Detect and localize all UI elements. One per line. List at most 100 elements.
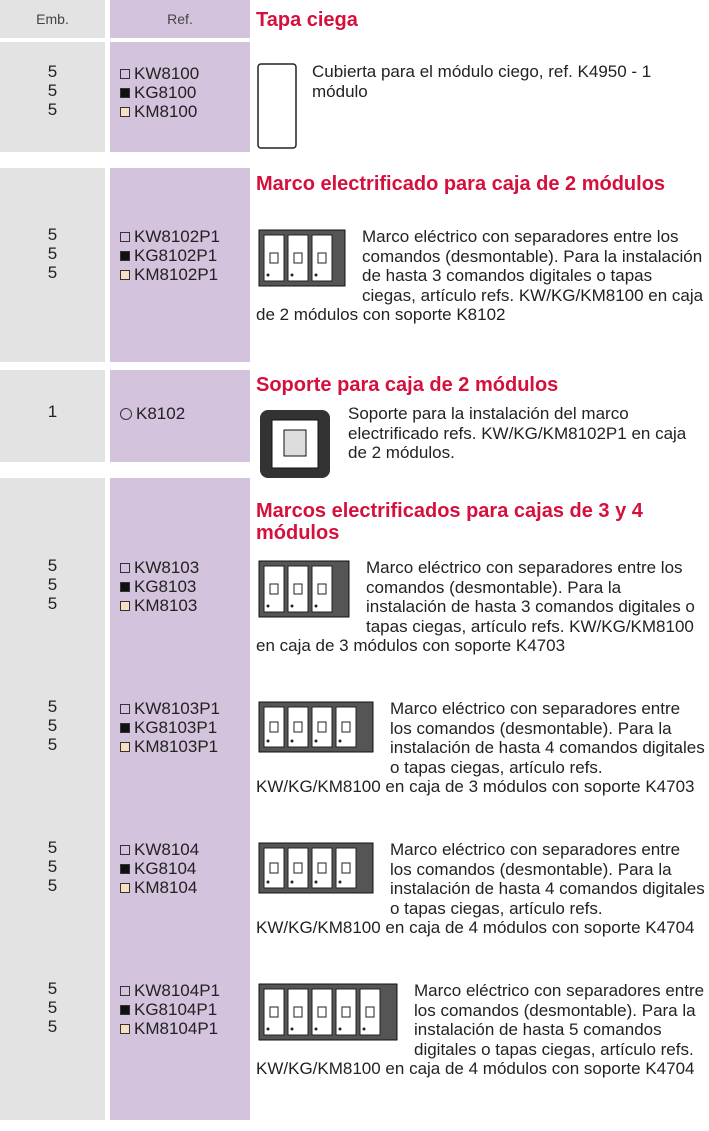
emb-column [0,168,105,362]
emb-column [0,370,105,462]
ref-row: KM8102P1 [120,265,250,284]
ref-row: KW8100 [120,64,250,83]
section-title: Marco electrificado para caja de 2 módul… [256,173,666,195]
ref-list: K8102 [120,404,250,423]
ref-row: KM8103 [120,596,250,615]
finish-marker [120,68,130,79]
ref-list: KW8102P1 KG8102P1 KM8102P1 [120,227,250,284]
description-text: Soporte para la instalación del marco el… [348,404,687,462]
ref-row: KM8103P1 [120,737,250,756]
description: Cubierta para el módulo ciego, ref. K495… [256,62,706,154]
finish-marker [120,87,130,98]
ref-header: Ref. [110,0,250,38]
finish-marker [120,269,130,280]
product-image [257,63,297,149]
emb-value: 5 [47,100,58,119]
ref-row: KW8104P1 [120,981,250,1000]
description: Marco eléctrico con separadores entre lo… [256,699,706,797]
ref-code: KG8102P1 [134,246,218,265]
finish-marker [120,581,130,592]
emb-value: 5 [47,716,58,735]
emb-value: 5 [47,857,58,876]
ref-code: KM8104P1 [134,1019,219,1038]
ref-code: KW8103 [134,558,200,577]
ref-code: KM8102P1 [134,265,219,284]
ref-list: KW8100 KG8100 KM8100 [120,64,250,121]
ref-row: KW8102P1 [120,227,250,246]
ref-column [110,42,250,152]
emb-value: 5 [47,838,58,857]
emb-value: 5 [47,62,58,81]
ref-code: K8102 [136,404,186,423]
emb-column [0,42,105,152]
ref-code: KW8104 [134,840,200,859]
ref-code: KG8104 [134,859,197,878]
ref-code: KW8104P1 [134,981,220,1000]
product-image [258,229,346,287]
emb-values: 1 [0,402,105,421]
description: Marco eléctrico con separadores entre lo… [256,227,706,325]
emb-value: 1 [47,402,58,421]
ref-column [110,370,250,462]
emb-value: 5 [47,81,58,100]
emb-value: 5 [47,575,58,594]
finish-marker [120,1023,130,1034]
ref-code: KW8103P1 [134,699,220,718]
description: Marco eléctrico con separadores entre lo… [256,558,706,656]
ref-code: KM8103P1 [134,737,219,756]
ref-column [110,168,250,362]
ref-column [110,478,250,1120]
ref-row: KG8102P1 [120,246,250,265]
description-text: Cubierta para el módulo ciego, ref. K495… [312,62,652,101]
ref-code: KG8103 [134,577,197,596]
finish-marker [120,741,130,752]
ref-row: KG8104 [120,859,250,878]
finish-marker [120,407,132,420]
product-image [258,842,374,894]
ref-row: KW8103P1 [120,699,250,718]
ref-row: KG8103P1 [120,718,250,737]
emb-header: Emb. [0,0,105,38]
ref-list: KW8104P1 KG8104P1 KM8104P1 [120,981,250,1038]
ref-code: KM8100 [134,102,198,121]
finish-marker [120,863,130,874]
section-title: Soporte para caja de 2 módulos [256,374,559,396]
emb-value: 5 [47,244,58,263]
emb-value: 5 [47,225,58,244]
ref-code: KG8103P1 [134,718,218,737]
emb-column [0,478,105,1120]
ref-list: KW8104 KG8104 KM8104 [120,840,250,897]
finish-marker [120,250,130,261]
ref-row: KG8104P1 [120,1000,250,1019]
finish-marker [120,1004,130,1015]
finish-marker [120,562,130,573]
ref-code: KW8100 [134,64,200,83]
emb-value: 5 [47,735,58,754]
ref-code: KG8104P1 [134,1000,218,1019]
finish-marker [120,882,130,893]
emb-value: 5 [47,998,58,1017]
finish-marker [120,844,130,855]
ref-row: KM8104 [120,878,250,897]
description: Marco eléctrico con separadores entre lo… [256,981,706,1079]
emb-value: 5 [47,556,58,575]
ref-code: KM8103 [134,596,198,615]
emb-value: 5 [47,594,58,613]
section-title: Marcos electrificados para cajas de 3 y … [256,500,643,544]
ref-row: KW8103 [120,558,250,577]
ref-row: KM8104P1 [120,1019,250,1038]
finish-marker [120,703,130,714]
description-text: Marco eléctrico con separadores entre lo… [256,558,695,655]
emb-value: 5 [47,876,58,895]
ref-code: KG8100 [134,83,197,102]
finish-marker [120,231,130,242]
product-image [258,701,374,753]
emb-value: 5 [47,697,58,716]
ref-list: KW8103P1 KG8103P1 KM8103P1 [120,699,250,756]
section-title: Tapa ciega [256,9,358,31]
emb-value: 5 [47,263,58,282]
ref-code: KM8104 [134,878,198,897]
product-image [260,410,330,478]
